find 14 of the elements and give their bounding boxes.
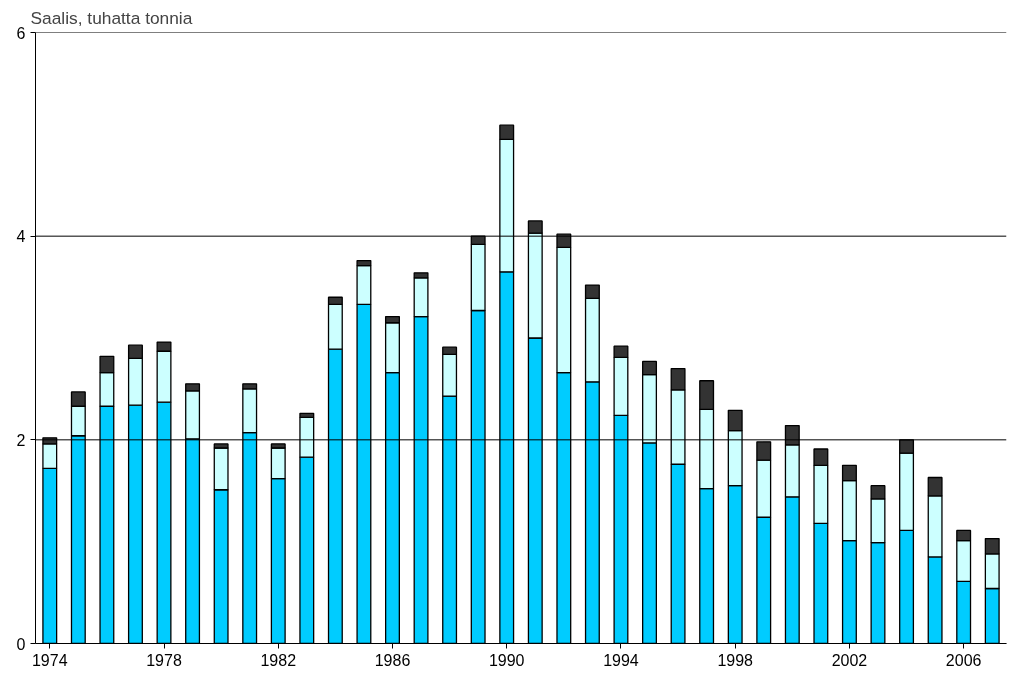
y-tick-label: 0 <box>16 635 26 653</box>
y-tick-label: 6 <box>16 24 26 42</box>
y-tick-label: 2 <box>16 431 26 449</box>
x-tick-label: 1986 <box>374 651 411 669</box>
y-tick-label: 4 <box>16 228 26 246</box>
x-tick-label: 1990 <box>488 651 525 669</box>
x-tick-label: 1982 <box>260 651 297 669</box>
x-tick-label: 2002 <box>831 651 868 669</box>
x-tick-label: 1994 <box>603 651 639 669</box>
x-tick-label: 1998 <box>717 651 754 669</box>
x-tick-label: 2006 <box>945 651 982 669</box>
x-tick-label: 1974 <box>31 651 68 669</box>
x-tick-label: 1978 <box>146 651 182 669</box>
y-axis-title: Saalis, tuhatta tonnia <box>30 7 193 28</box>
